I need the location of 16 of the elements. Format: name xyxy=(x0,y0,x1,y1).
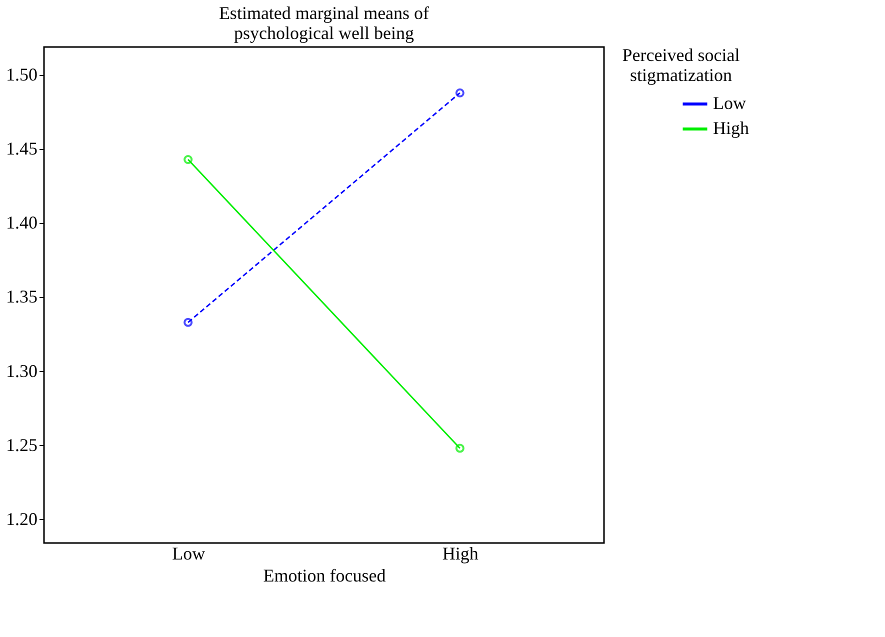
y-tick-label: 1.35 xyxy=(6,286,38,307)
legend-label: Low xyxy=(713,93,746,113)
x-axis-title: Emotion focused xyxy=(263,566,386,586)
y-tick-label: 1.25 xyxy=(6,434,38,455)
legend-label: High xyxy=(713,118,749,138)
text: Perceived social xyxy=(622,45,740,65)
text: Estimated marginal means of xyxy=(218,3,430,23)
y-tick-label: 1.40 xyxy=(6,212,38,233)
y-tick-label: 1.45 xyxy=(6,138,38,159)
y-tick-label: 1.50 xyxy=(6,64,38,85)
y-tick-label: 1.20 xyxy=(6,508,38,529)
text: psychological well being xyxy=(234,23,414,43)
point xyxy=(455,88,464,98)
y-tick-label: 1.30 xyxy=(6,360,38,381)
point xyxy=(184,318,193,327)
text: stigmatization xyxy=(630,65,732,85)
